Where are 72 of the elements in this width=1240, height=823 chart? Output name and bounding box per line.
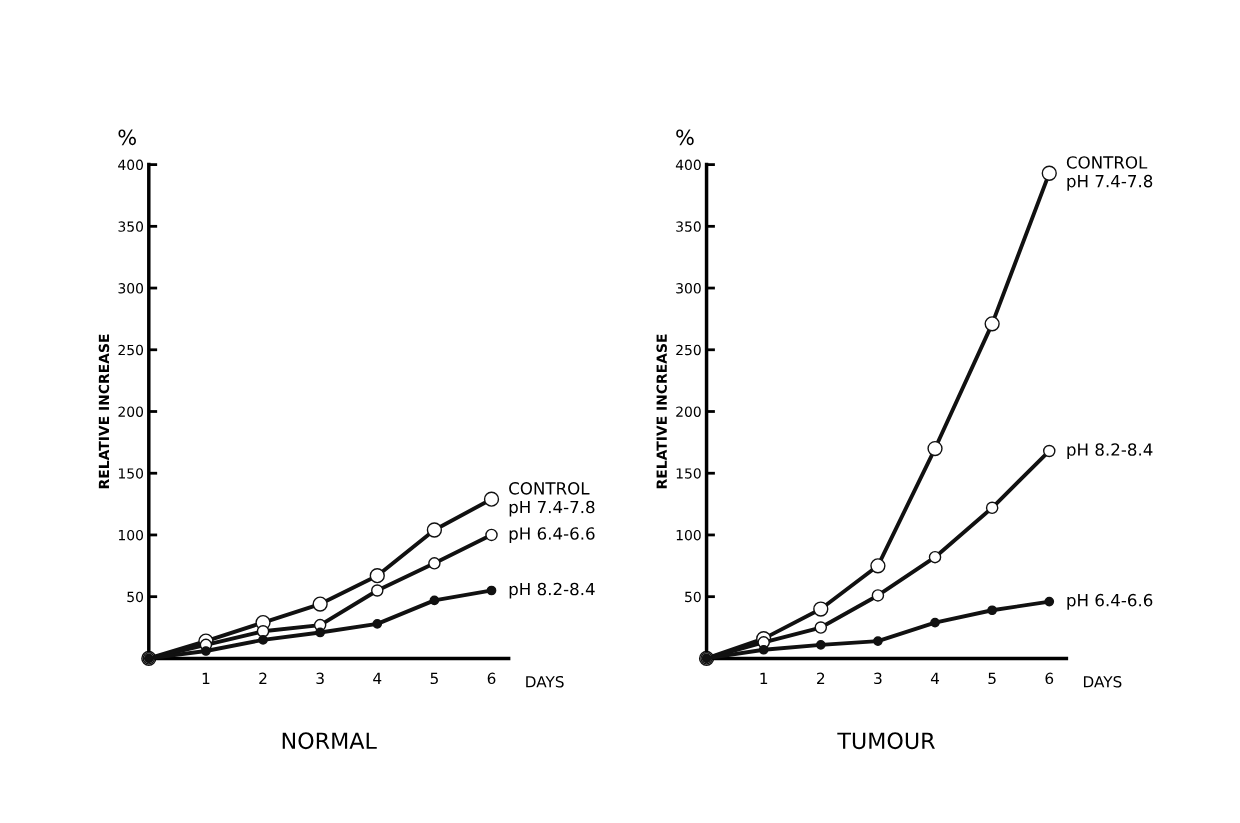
x-tick-label: 1 bbox=[760, 672, 768, 684]
point bbox=[873, 636, 883, 646]
text: % bbox=[676, 129, 694, 146]
point bbox=[930, 617, 940, 628]
point bbox=[369, 568, 385, 584]
x-tick-label: 5 bbox=[988, 672, 996, 685]
point bbox=[985, 501, 999, 515]
point bbox=[312, 596, 328, 612]
series-label: pH 8.2-8.4 bbox=[1067, 443, 1153, 460]
point bbox=[426, 522, 443, 538]
series-label: pH 6.4-6.6 bbox=[509, 527, 595, 544]
x-axis-title: DAYS bbox=[526, 675, 564, 688]
point bbox=[485, 528, 498, 542]
point bbox=[928, 550, 942, 564]
y-axis-title: RELATIVE INCREASE bbox=[98, 334, 110, 489]
y-tick-label: 300 bbox=[118, 283, 144, 294]
point bbox=[258, 635, 268, 645]
point bbox=[813, 601, 829, 617]
point bbox=[814, 621, 828, 634]
point bbox=[256, 624, 270, 638]
point bbox=[927, 440, 943, 457]
y-tick-label: 400 bbox=[118, 159, 144, 171]
point bbox=[758, 644, 769, 655]
y-tick-label: 200 bbox=[118, 406, 144, 417]
x-tick-label: 6 bbox=[487, 672, 496, 685]
x-tick-label: 4 bbox=[930, 672, 940, 684]
series-label: pH 6.4-6.6 bbox=[1067, 593, 1153, 610]
y-tick-label: 150 bbox=[676, 468, 701, 479]
text: NORMAL bbox=[282, 732, 377, 750]
text: TUMOUR bbox=[837, 732, 935, 750]
point bbox=[871, 589, 885, 602]
x-tick-label: 3 bbox=[316, 672, 324, 685]
point bbox=[372, 618, 383, 629]
point bbox=[1044, 596, 1055, 607]
point bbox=[815, 639, 826, 650]
point bbox=[371, 584, 384, 597]
x-tick-label: 5 bbox=[430, 672, 438, 685]
y-tick-label: 350 bbox=[676, 221, 701, 232]
y-tick-label: 250 bbox=[676, 344, 701, 356]
series-label: pH 8.2-8.4 bbox=[509, 582, 595, 599]
point bbox=[315, 627, 326, 638]
point bbox=[1043, 444, 1056, 458]
x-tick-label: 1 bbox=[202, 672, 210, 684]
y-tick-label: 350 bbox=[118, 221, 144, 232]
point bbox=[429, 595, 440, 606]
point bbox=[1041, 165, 1057, 181]
x-axis-title: DAYS bbox=[1083, 675, 1122, 688]
point bbox=[486, 585, 497, 596]
y-tick-label: 50 bbox=[685, 591, 701, 603]
y-tick-label: 150 bbox=[118, 468, 144, 479]
x-tick-label: 2 bbox=[259, 672, 267, 684]
point bbox=[987, 605, 998, 616]
y-tick-label: 200 bbox=[676, 406, 701, 417]
text: % bbox=[118, 129, 136, 146]
point bbox=[483, 491, 500, 507]
series-label: CONTROL pH 7.4-7.8 bbox=[509, 482, 595, 517]
y-axis-title: RELATIVE INCREASE bbox=[656, 334, 667, 489]
point bbox=[201, 646, 211, 656]
series-label: CONTROL pH 7.4-7.8 bbox=[1066, 156, 1153, 191]
point bbox=[870, 558, 886, 574]
y-tick-label: 50 bbox=[127, 591, 144, 603]
y-tick-label: 100 bbox=[118, 529, 144, 541]
y-tick-label: 400 bbox=[675, 159, 701, 171]
x-tick-label: 4 bbox=[373, 672, 382, 684]
point bbox=[428, 557, 441, 570]
point bbox=[984, 316, 1000, 332]
y-tick-label: 250 bbox=[118, 344, 144, 356]
x-tick-label: 2 bbox=[817, 672, 825, 684]
y-tick-label: 300 bbox=[676, 283, 701, 294]
y-tick-label: 100 bbox=[676, 529, 701, 541]
x-tick-label: 3 bbox=[874, 672, 882, 685]
x-tick-label: 6 bbox=[1045, 672, 1054, 685]
